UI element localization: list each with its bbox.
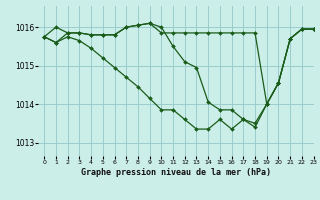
X-axis label: Graphe pression niveau de la mer (hPa): Graphe pression niveau de la mer (hPa)	[81, 168, 271, 177]
